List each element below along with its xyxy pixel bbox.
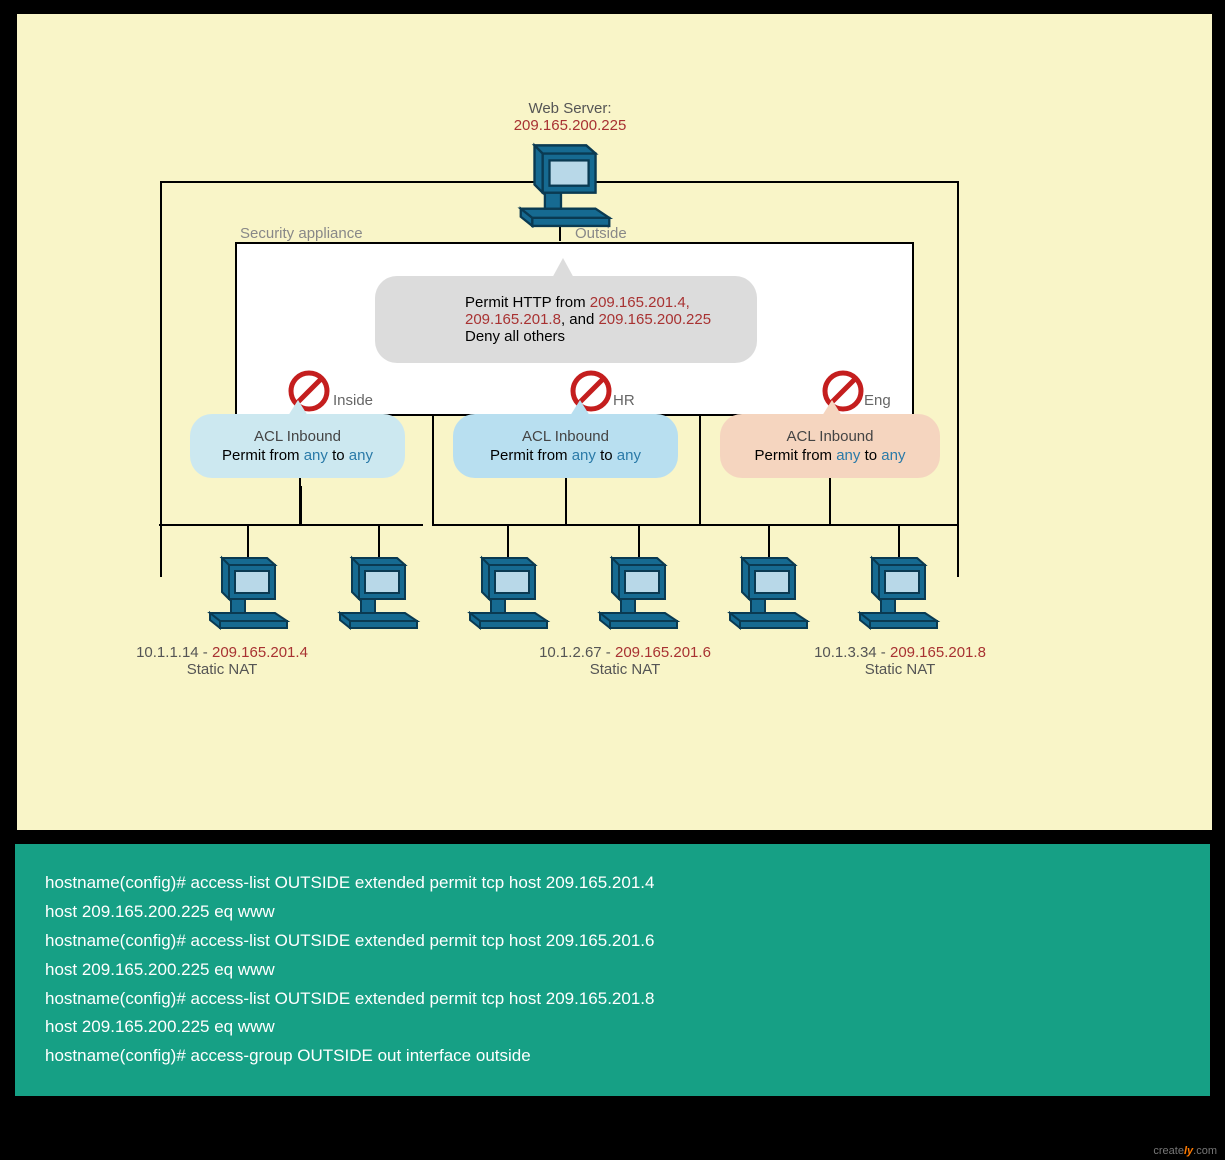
cli-line: hostname(config)# access-group OUTSIDE o… (45, 1042, 1180, 1071)
nat-label-0: 10.1.1.14 - 209.165.201.4Static NAT (82, 644, 362, 678)
diagram-canvas: Web Server:209.165.200.225 Security appl… (0, 0, 1225, 1160)
cli-line: host 209.165.200.225 eq www (45, 898, 1180, 927)
eng-label: Eng (864, 392, 891, 409)
nat-label-1: 10.1.2.67 - 209.165.201.6Static NAT (505, 644, 745, 678)
acl-title: ACL Inbound (208, 428, 387, 445)
acl-eng: ACL Inbound Permit from any to any (720, 414, 940, 478)
cli-line: host 209.165.200.225 eq www (45, 1013, 1180, 1042)
cli-line: hostname(config)# access-list OUTSIDE ex… (45, 927, 1180, 956)
pc-hr-2 (595, 555, 683, 630)
cli-panel: hostname(config)# access-list OUTSIDE ex… (15, 844, 1210, 1096)
pc-eng-2 (855, 555, 943, 630)
security-appliance-label: Security appliance (240, 225, 363, 242)
pc-inside-2 (335, 555, 423, 630)
inside-label: Inside (333, 392, 373, 409)
nat-label-2: 10.1.3.34 - 209.165.201.8Static NAT (780, 644, 1020, 678)
acl-inside: ACL Inbound Permit from any to any (190, 414, 405, 478)
pc-hr-1 (465, 555, 553, 630)
acl-title: ACL Inbound (471, 428, 660, 445)
watermark: creately.com (1153, 1145, 1217, 1157)
acl-hr: ACL Inbound Permit from any to any (453, 414, 678, 478)
web-server-icon (515, 142, 616, 228)
cli-line: hostname(config)# access-list OUTSIDE ex… (45, 869, 1180, 898)
web-server-title: Web Server: (528, 100, 611, 117)
web-server-ip: 209.165.200.225 (514, 117, 627, 134)
hr-label: HR (613, 392, 635, 409)
cli-line: host 209.165.200.225 eq www (45, 956, 1180, 985)
outside-acl-callout: Permit HTTP from 209.165.201.4, 209.165.… (375, 276, 757, 363)
pc-eng-1 (725, 555, 813, 630)
web-server-label: Web Server:209.165.200.225 (490, 100, 650, 134)
cli-line: hostname(config)# access-list OUTSIDE ex… (45, 985, 1180, 1014)
outside-label: Outside (575, 225, 627, 242)
acl-title: ACL Inbound (738, 428, 922, 445)
pc-inside-1 (205, 555, 293, 630)
